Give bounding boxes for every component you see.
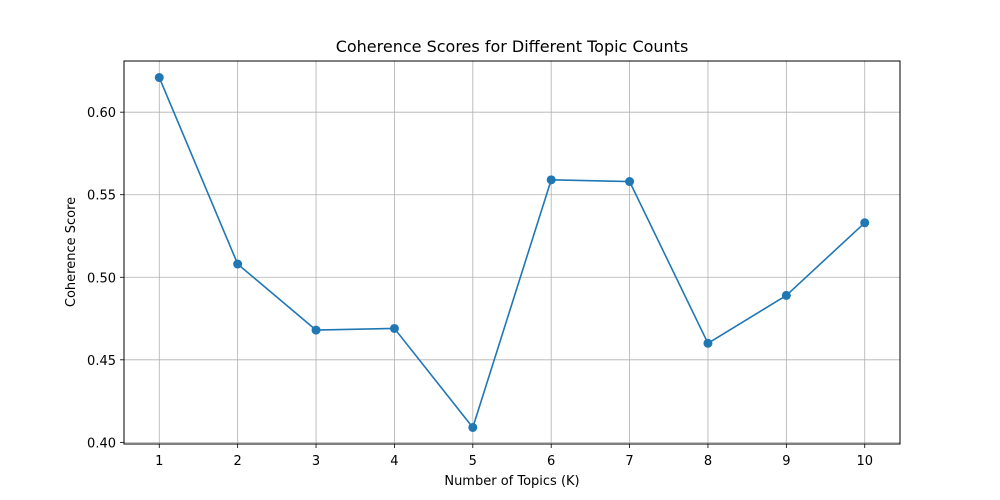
y-tick-label: 0.50 xyxy=(87,271,116,286)
x-tick-label: 8 xyxy=(704,454,712,469)
x-tick-label: 7 xyxy=(625,454,633,469)
x-axis-label: Number of Topics (K) xyxy=(444,474,579,489)
y-axis-label: Coherence Score xyxy=(64,197,79,307)
x-tick-label: 6 xyxy=(547,454,555,469)
series-layer xyxy=(154,73,870,432)
data-point xyxy=(860,218,870,228)
data-point xyxy=(781,290,791,300)
data-point xyxy=(154,73,164,83)
x-tick-label: 9 xyxy=(782,454,790,469)
x-tick-label: 5 xyxy=(469,454,477,469)
x-tick-label: 2 xyxy=(234,454,242,469)
series-line xyxy=(158,77,866,429)
x-tick-label: 10 xyxy=(856,454,873,469)
data-point xyxy=(703,338,713,348)
x-tick-label: 3 xyxy=(312,454,320,469)
data-point xyxy=(625,177,635,187)
y-tick-label: 0.40 xyxy=(87,436,116,451)
data-point xyxy=(311,325,321,335)
data-point xyxy=(546,175,556,185)
chart-title: Coherence Scores for Different Topic Cou… xyxy=(336,37,689,56)
x-tick-label: 4 xyxy=(390,454,398,469)
data-point xyxy=(389,323,399,333)
data-point xyxy=(468,422,478,432)
x-axis: 1 2 3 4 5 6 7 8 9 10 xyxy=(155,444,873,469)
y-tick-label: 0.60 xyxy=(87,106,116,121)
plot-frame xyxy=(123,60,901,445)
y-tick-label: 0.45 xyxy=(87,354,116,369)
y-axis: 0.40 0.45 0.50 0.55 0.60 xyxy=(87,106,124,451)
y-tick-label: 0.55 xyxy=(87,189,116,204)
data-point xyxy=(233,259,243,269)
x-tick-label: 1 xyxy=(155,454,163,469)
grid xyxy=(124,61,900,444)
